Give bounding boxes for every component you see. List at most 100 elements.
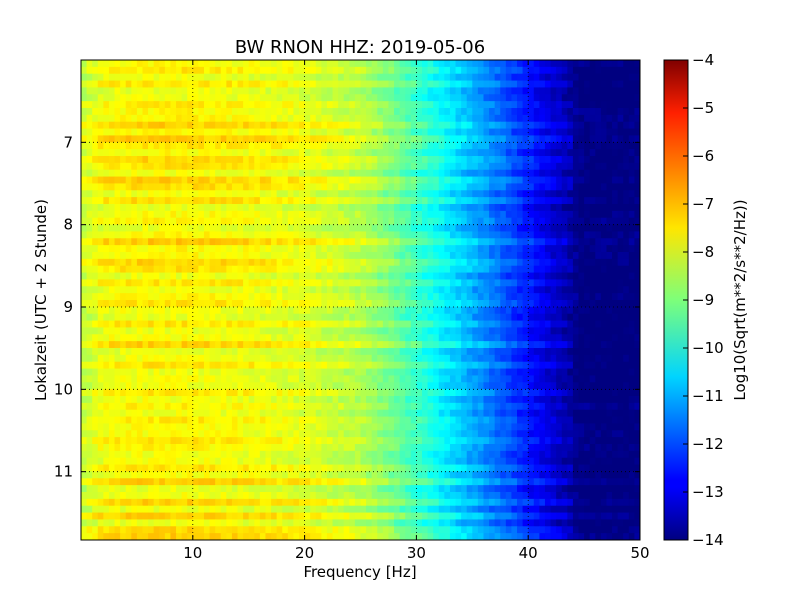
heatmap-cell [316,87,322,94]
heatmap-cell [573,225,579,232]
heatmap-cell [232,252,238,259]
heatmap-cell [405,355,411,362]
heatmap-cell [170,238,176,245]
heatmap-cell [405,279,411,286]
heatmap-cell [221,369,227,376]
heatmap-cell [416,355,422,362]
heatmap-cell [271,389,277,396]
heatmap-cell [467,375,473,382]
heatmap-cell [428,197,434,204]
heatmap-cell [120,382,126,389]
heatmap-cell [590,314,596,321]
heatmap-cell [394,60,400,67]
heatmap-cell [344,259,350,266]
heatmap-cell [321,396,327,403]
heatmap-cell [282,245,288,252]
heatmap-cell [92,286,98,293]
heatmap-cell [193,225,199,232]
heatmap-cell [120,94,126,101]
heatmap-cell [98,348,104,355]
heatmap-cell [428,149,434,156]
heatmap-cell [176,218,182,225]
heatmap-cell [483,190,489,197]
heatmap-cell [193,327,199,334]
heatmap-cell [400,266,406,273]
heatmap-cell [388,382,394,389]
heatmap-cell [416,375,422,382]
heatmap-cell [187,67,193,74]
heatmap-cell [500,355,506,362]
heatmap-cell [534,101,540,108]
heatmap-cell [534,225,540,232]
heatmap-cell [226,300,232,307]
heatmap-cell [87,293,93,300]
heatmap-cell [338,67,344,74]
heatmap-cell [489,197,495,204]
heatmap-cell [98,101,104,108]
heatmap-cell [176,396,182,403]
heatmap-cell [232,321,238,328]
heatmap-cell [142,101,148,108]
heatmap-cell [562,190,568,197]
heatmap-cell [411,252,417,259]
heatmap-cell [361,238,367,245]
heatmap-cell [388,225,394,232]
heatmap-cell [282,101,288,108]
heatmap-cell [198,252,204,259]
heatmap-cell [243,197,249,204]
heatmap-cell [394,252,400,259]
heatmap-cell [394,108,400,115]
heatmap-cell [238,396,244,403]
heatmap-cell [321,204,327,211]
heatmap-cell [355,108,361,115]
heatmap-cell [528,321,534,328]
heatmap-cell [444,163,450,170]
heatmap-cell [148,382,154,389]
heatmap-cell [232,170,238,177]
heatmap-cell [551,60,557,67]
heatmap-cell [344,286,350,293]
heatmap-cell [461,314,467,321]
heatmap-cell [523,156,529,163]
heatmap-cell [377,355,383,362]
heatmap-cell [472,314,478,321]
heatmap-cell [478,142,484,149]
heatmap-cell [495,135,501,142]
heatmap-cell [579,266,585,273]
heatmap-cell [254,163,260,170]
heatmap-cell [338,122,344,129]
heatmap-cell [361,225,367,232]
heatmap-cell [372,300,378,307]
heatmap-cell [478,245,484,252]
heatmap-cell [293,156,299,163]
heatmap-cell [170,286,176,293]
heatmap-cell [562,327,568,334]
heatmap-cell [81,170,87,177]
heatmap-cell [165,300,171,307]
heatmap-cell [528,211,534,218]
heatmap-cell [349,300,355,307]
heatmap-cell [422,204,428,211]
heatmap-cell [176,355,182,362]
heatmap-cell [439,369,445,376]
heatmap-cell [282,197,288,204]
heatmap-cell [383,156,389,163]
heatmap-cell [170,197,176,204]
heatmap-cell [388,135,394,142]
heatmap-cell [232,273,238,280]
heatmap-cell [120,225,126,232]
heatmap-cell [282,122,288,129]
heatmap-cell [277,348,283,355]
heatmap-cell [321,177,327,184]
heatmap-cell [579,115,585,122]
heatmap-cell [293,286,299,293]
heatmap-cell [405,300,411,307]
heatmap-cell [310,142,316,149]
heatmap-cell [618,177,624,184]
heatmap-cell [590,225,596,232]
heatmap-cell [243,266,249,273]
heatmap-cell [567,375,573,382]
heatmap-cell [545,382,551,389]
heatmap-cell [528,245,534,252]
heatmap-cell [305,211,311,218]
